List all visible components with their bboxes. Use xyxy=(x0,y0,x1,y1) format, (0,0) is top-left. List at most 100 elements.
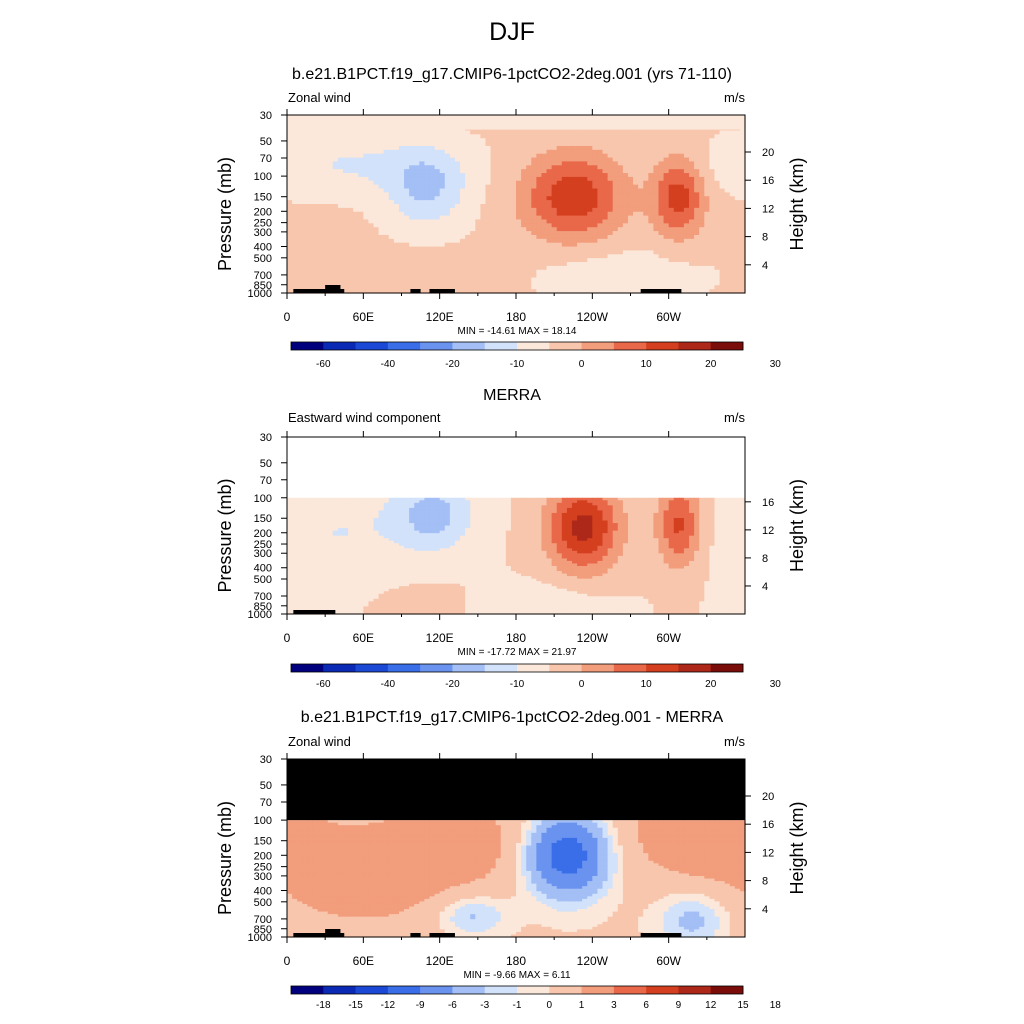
contour-cell xyxy=(577,242,583,248)
contour-cell xyxy=(327,211,334,217)
contour-cell xyxy=(602,242,609,248)
contour-cell xyxy=(612,138,619,143)
contour-cell xyxy=(683,289,690,294)
contour-cell xyxy=(348,223,354,228)
contour-cell xyxy=(592,242,599,248)
contour-cell xyxy=(485,258,492,263)
contour-cell xyxy=(378,180,385,186)
contour-cell xyxy=(556,161,563,166)
contour-cell xyxy=(342,505,349,509)
contour-cell xyxy=(342,169,349,174)
contour-cell xyxy=(709,207,716,213)
contour-cell xyxy=(597,130,604,135)
contour-cell xyxy=(551,502,558,506)
contour-cell xyxy=(475,269,481,275)
contour-cell xyxy=(689,507,695,512)
contour-cell xyxy=(551,510,558,514)
contour-cell xyxy=(505,254,512,259)
contour-cell xyxy=(663,145,670,151)
contour-cell xyxy=(404,145,410,151)
contour-cell xyxy=(582,219,588,224)
contour-cell xyxy=(342,192,349,197)
contour-cell xyxy=(327,219,334,224)
contour-cell xyxy=(704,142,710,147)
contour-cell xyxy=(729,153,736,159)
contour-cell xyxy=(622,242,629,248)
contour-cell xyxy=(633,176,639,182)
contour-cell xyxy=(500,211,507,217)
contour-cell xyxy=(612,176,619,182)
contour-cell xyxy=(516,238,522,244)
contour-cell xyxy=(658,130,665,135)
contour-cell xyxy=(378,500,385,504)
contour-cell xyxy=(373,142,380,147)
contour-cell xyxy=(470,277,476,282)
contour-cell xyxy=(409,188,415,193)
contour-cell xyxy=(495,142,502,147)
contour-cell xyxy=(312,258,319,263)
contour-cell xyxy=(449,254,456,259)
contour-cell xyxy=(678,161,685,166)
contour-cell xyxy=(424,258,431,263)
contour-cell xyxy=(739,262,746,267)
contour-cell xyxy=(490,142,497,147)
contour-cell xyxy=(668,258,675,263)
y2-tick-label: 12 xyxy=(762,203,774,215)
contour-cell xyxy=(505,138,512,143)
contour-cell xyxy=(668,149,675,155)
contour-cell xyxy=(627,138,634,143)
contour-cell xyxy=(444,507,451,512)
contour-cell xyxy=(342,250,349,255)
contour-cell xyxy=(694,207,700,213)
contour-cell xyxy=(312,176,319,182)
contour-cell xyxy=(439,507,446,512)
contour-cell xyxy=(546,289,553,294)
contour-cell xyxy=(617,227,624,232)
contour-cell xyxy=(490,176,497,182)
contour-cell xyxy=(490,512,497,517)
contour-cell xyxy=(627,273,634,279)
contour-cell xyxy=(689,153,695,159)
contour-cell xyxy=(673,510,680,514)
contour-cell xyxy=(454,281,461,286)
contour-cell xyxy=(485,285,492,290)
contour-cell xyxy=(704,242,710,248)
contour-cell xyxy=(398,223,405,228)
contour-cell xyxy=(633,157,639,163)
contour-cell xyxy=(322,227,329,232)
contour-cell xyxy=(373,134,380,139)
contour-cell xyxy=(714,227,721,232)
contour-cell xyxy=(694,149,700,155)
contour-cell xyxy=(571,250,578,255)
contour-cell xyxy=(724,192,731,197)
contour-cell xyxy=(739,180,746,186)
contour-cell xyxy=(689,192,695,197)
contour-cell xyxy=(587,269,593,275)
contour-cell xyxy=(475,138,481,143)
contour-cell xyxy=(648,515,654,519)
contour-cell xyxy=(337,507,344,512)
contour-cell xyxy=(358,234,364,240)
contour-cell xyxy=(393,173,400,178)
contour-cell xyxy=(699,242,705,248)
contour-cell xyxy=(424,169,431,174)
contour-cell xyxy=(353,510,359,514)
contour-cell xyxy=(312,223,319,228)
contour-cell xyxy=(577,142,583,147)
contour-cell xyxy=(470,215,476,221)
contour-cell xyxy=(516,227,522,232)
contour-cell xyxy=(444,130,451,135)
contour-cell xyxy=(714,500,721,504)
contour-cell xyxy=(317,207,324,213)
contour-cell xyxy=(592,145,599,151)
contour-cell xyxy=(556,507,563,512)
contour-cell xyxy=(678,180,685,186)
contour-cell xyxy=(404,196,410,201)
contour-cell xyxy=(393,510,400,514)
contour-cell xyxy=(734,289,741,294)
contour-cell xyxy=(327,223,334,228)
contour-cell xyxy=(734,510,741,514)
contour-cell xyxy=(510,130,517,135)
contour-cell xyxy=(612,510,619,514)
contour-cell xyxy=(500,157,507,163)
